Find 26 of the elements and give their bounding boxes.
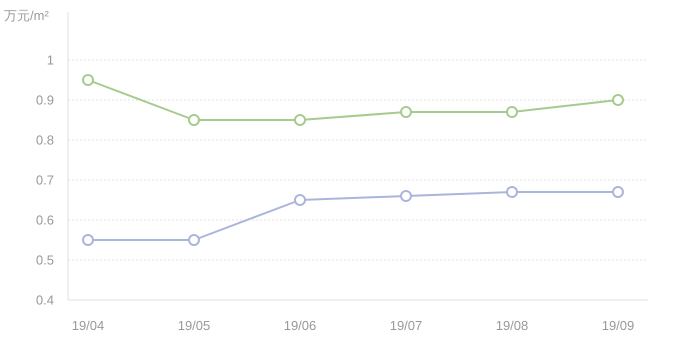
point: [400, 106, 412, 118]
point: [294, 194, 306, 206]
point: [506, 186, 518, 198]
x-tick-label: 19/04: [72, 318, 104, 333]
y-axis-title: 万元/m²: [4, 8, 50, 23]
y-tick-label: 0.9: [36, 92, 54, 108]
point: [400, 190, 412, 202]
y-tick-label: 1: [46, 52, 54, 68]
point: [506, 106, 518, 118]
x-tick-label: 19/09: [602, 318, 634, 333]
point: [188, 234, 200, 246]
x-tick-label: 19/07: [390, 318, 422, 333]
point: [82, 74, 94, 86]
y-tick-label: 0.8: [36, 132, 54, 148]
y-tick-label: 0.6: [36, 212, 54, 228]
point: [82, 234, 94, 246]
y-tick-label: 0.7: [36, 172, 54, 188]
point: [612, 94, 624, 106]
point: [188, 114, 200, 126]
x-tick-label: 19/08: [496, 318, 528, 333]
point: [612, 186, 624, 198]
y-tick-label: 0.5: [36, 252, 54, 268]
point: [294, 114, 306, 126]
x-tick-label: 19/06: [284, 318, 316, 333]
x-tick-label: 19/05: [178, 318, 210, 333]
y-tick-label: 0.4: [36, 292, 54, 308]
